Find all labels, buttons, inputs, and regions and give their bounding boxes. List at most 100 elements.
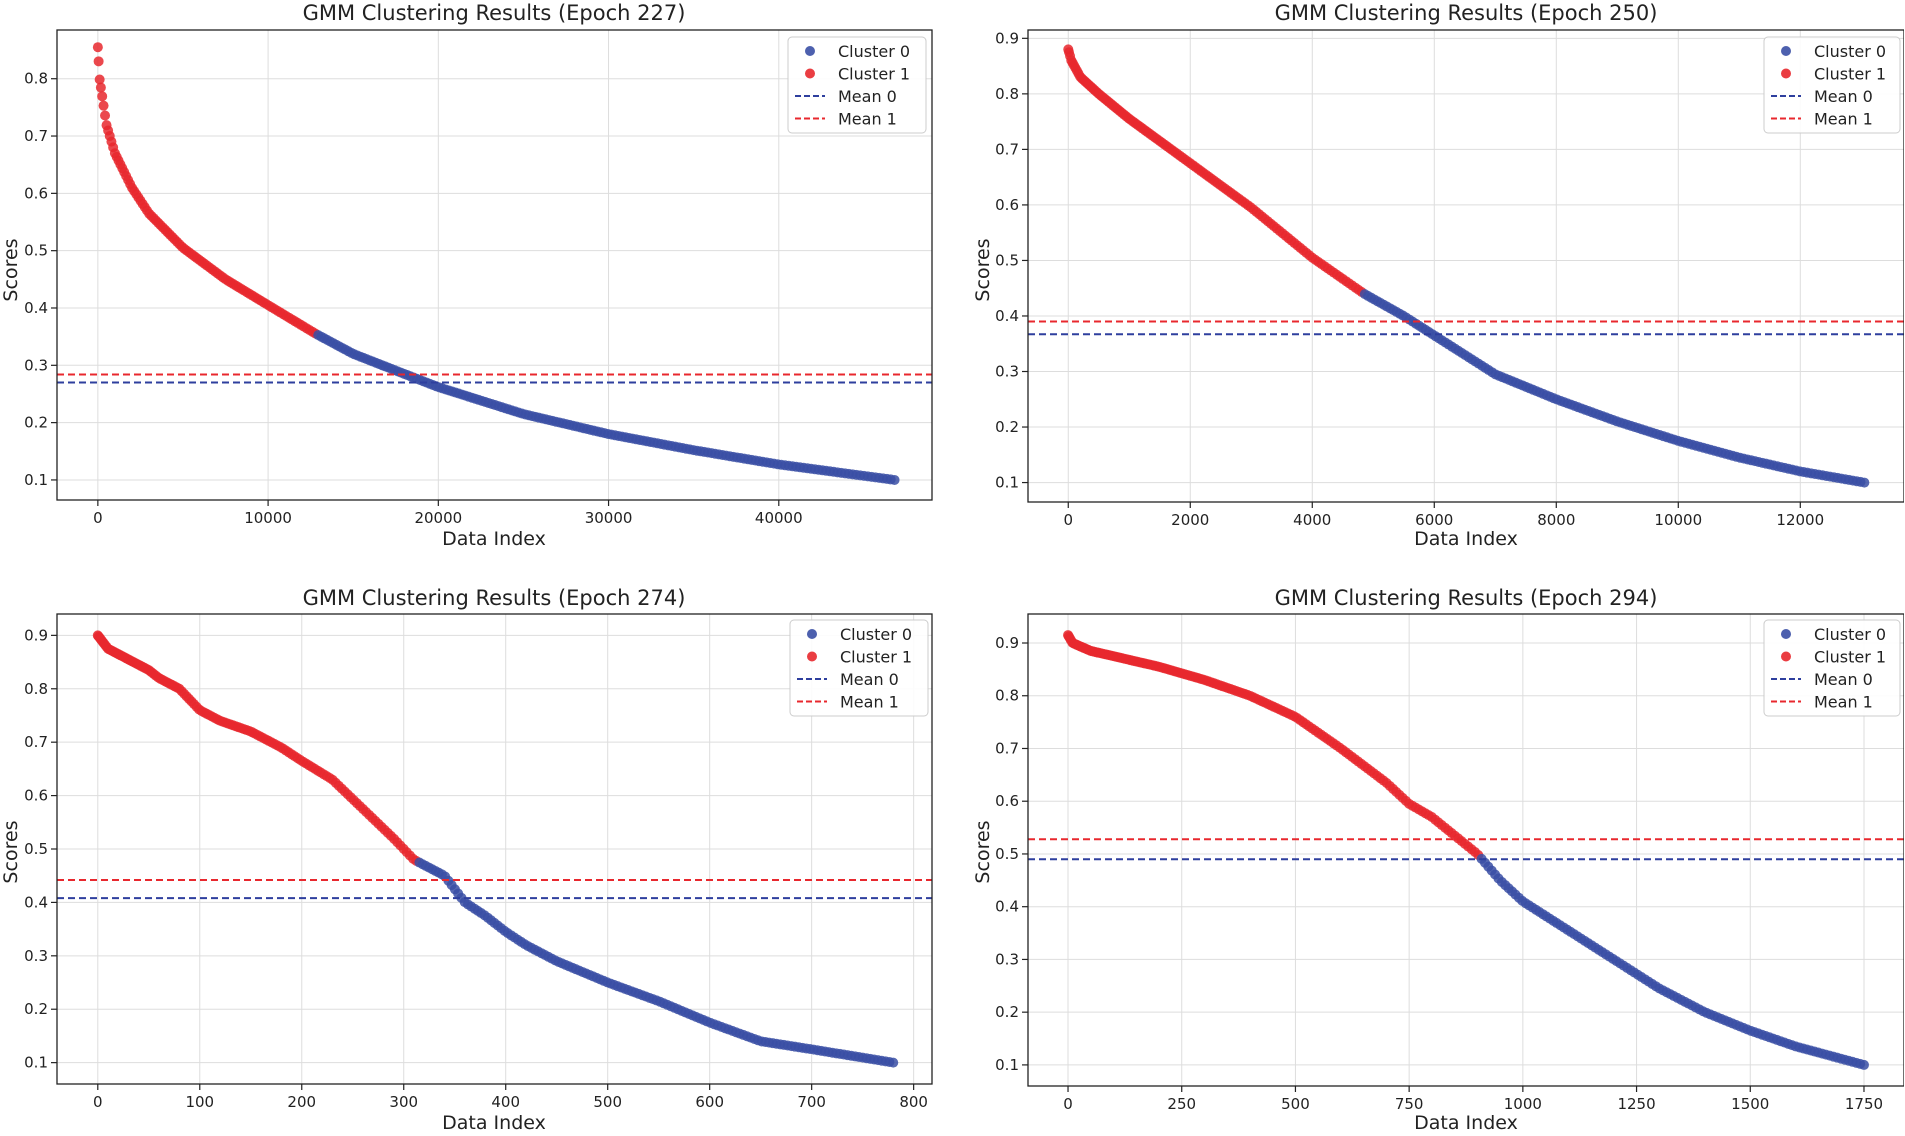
legend-cluster-0: Cluster 0 (1781, 625, 1886, 644)
x-tick-label: 200 (287, 1093, 316, 1111)
y-axis-label: Scores (972, 820, 994, 883)
chart-epoch-250: GMM Clustering Results (Epoch 250) Data … (972, 1, 1905, 550)
y-tick-label: 0.9 (995, 634, 1019, 652)
y-tick-label: 0.7 (24, 733, 48, 751)
legend-mean-1: Mean 1 (795, 110, 897, 129)
y-axis-label: Scores (0, 820, 22, 883)
legend-box (787, 36, 927, 134)
legend-box (1763, 36, 1901, 134)
chart-epoch-294: GMM Clustering Results (Epoch 294) Data … (972, 586, 1905, 1134)
x-tick-label: 4000 (1293, 511, 1331, 529)
chart-title: GMM Clustering Results (Epoch 250) (1275, 1, 1658, 25)
x-tick-label: 1000 (1504, 1095, 1542, 1113)
x-tick-label: 2000 (1171, 511, 1209, 529)
legend-cluster-0-label: Cluster 0 (1814, 42, 1886, 61)
x-tick-label: 500 (593, 1093, 622, 1111)
legend-mean-1: Mean 1 (797, 693, 899, 712)
y-tick-label: 0.6 (24, 787, 48, 805)
cluster-1-point (97, 91, 108, 102)
legend-mean-0: Mean 0 (795, 87, 897, 106)
y-tick-label: 0.6 (995, 196, 1019, 214)
x-tick-label: 0 (93, 509, 103, 527)
cluster-1-point (93, 56, 104, 67)
legend-cluster-1: Cluster 1 (805, 65, 910, 84)
y-tick-label: 0.7 (995, 140, 1019, 158)
cluster-1-points (92, 630, 422, 866)
legend-cluster-0: Cluster 0 (805, 42, 910, 61)
legend-cluster-0-marker (1781, 629, 1791, 639)
cluster-1-points (1063, 630, 1484, 860)
legend-mean-0-label: Mean 0 (838, 87, 897, 106)
x-tick-label: 500 (1281, 1095, 1310, 1113)
x-tick-label: 1500 (1731, 1095, 1769, 1113)
legend-mean-0-label: Mean 0 (1814, 87, 1873, 106)
y-tick-label: 0.8 (995, 687, 1019, 705)
cluster-0-point (1858, 1059, 1869, 1070)
cluster-0-points (414, 857, 899, 1068)
cluster-1-point (98, 100, 109, 111)
legend-mean-1-label: Mean 1 (840, 693, 899, 712)
cluster-0-points (313, 330, 900, 485)
x-tick-label: 8000 (1537, 511, 1575, 529)
x-tick-label: 1750 (1845, 1095, 1883, 1113)
x-tick-label: 1250 (1617, 1095, 1655, 1113)
x-tick-label: 300 (389, 1093, 418, 1111)
y-tick-label: 0.5 (24, 840, 48, 858)
y-tick-label: 0.1 (24, 1054, 48, 1072)
legend-cluster-1-label: Cluster 1 (838, 65, 910, 84)
cluster-0-point (888, 1057, 899, 1068)
legend-cluster-1-marker (807, 651, 817, 662)
y-tick-label: 0.4 (24, 299, 48, 317)
y-tick-label: 0.2 (995, 1003, 1019, 1021)
legend-cluster-1-marker (1781, 651, 1791, 662)
chart-epoch-227: GMM Clustering Results (Epoch 227) Data … (0, 1, 933, 550)
y-tick-label: 0.9 (995, 29, 1019, 47)
y-tick-label: 0.8 (24, 680, 48, 698)
legend-cluster-0-label: Cluster 0 (838, 42, 910, 61)
x-tick-label: 30000 (585, 509, 633, 527)
legend-mean-0-label: Mean 0 (840, 670, 899, 689)
y-axis-label: Scores (972, 238, 994, 301)
chart-panel-epoch-227: GMM Clustering Results (Epoch 227) Data … (0, 0, 952, 566)
y-tick-label: 0.5 (995, 251, 1019, 269)
y-tick-label: 0.2 (995, 418, 1019, 436)
legend-mean-0: Mean 0 (1771, 87, 1873, 106)
legend-cluster-1: Cluster 1 (1781, 65, 1886, 84)
x-tick-label: 12000 (1776, 511, 1824, 529)
cluster-1-points (92, 42, 321, 339)
x-tick-label: 6000 (1415, 511, 1453, 529)
x-tick-label: 0 (1063, 511, 1073, 529)
y-tick-label: 0.1 (24, 471, 48, 489)
y-tick-label: 0.6 (995, 792, 1019, 810)
legend-cluster-1-label: Cluster 1 (1814, 648, 1886, 667)
legend-cluster-1-label: Cluster 1 (1814, 65, 1886, 84)
legend-mean-1-label: Mean 1 (1814, 693, 1873, 712)
y-axis-label: Scores (0, 238, 22, 301)
y-tick-label: 0.1 (995, 1056, 1019, 1074)
y-tick-label: 0.3 (24, 356, 48, 374)
legend-cluster-0: Cluster 0 (807, 625, 912, 644)
x-tick-label: 0 (93, 1093, 103, 1111)
cluster-1-point (95, 82, 106, 93)
legend-cluster-1: Cluster 1 (1781, 648, 1886, 667)
x-tick-label: 10000 (1654, 511, 1702, 529)
x-tick-label: 100 (185, 1093, 214, 1111)
legend-box (1763, 619, 1901, 717)
legend-cluster-1-marker (1781, 68, 1791, 79)
y-tick-label: 0.4 (24, 893, 48, 911)
legend-cluster-0-marker (1781, 46, 1791, 56)
y-tick-label: 0.8 (24, 70, 48, 88)
x-tick-label: 750 (1395, 1095, 1424, 1113)
legend: Cluster 0 Cluster 1 Mean 0 Mean 1 (787, 36, 927, 134)
legend-cluster-0-label: Cluster 0 (1814, 625, 1886, 644)
legend-mean-1-label: Mean 1 (1814, 110, 1873, 129)
x-axis-label: Data Index (442, 1112, 546, 1132)
legend-mean-1: Mean 1 (1771, 110, 1873, 129)
cluster-1-points (1063, 44, 1367, 298)
legend-cluster-0-marker (807, 629, 817, 639)
legend: Cluster 0 Cluster 1 Mean 0 Mean 1 (1763, 36, 1901, 134)
y-tick-label: 0.1 (995, 474, 1019, 492)
y-tick-label: 0.4 (995, 898, 1019, 916)
cluster-0-points (1476, 853, 1869, 1070)
x-tick-label: 600 (695, 1093, 724, 1111)
